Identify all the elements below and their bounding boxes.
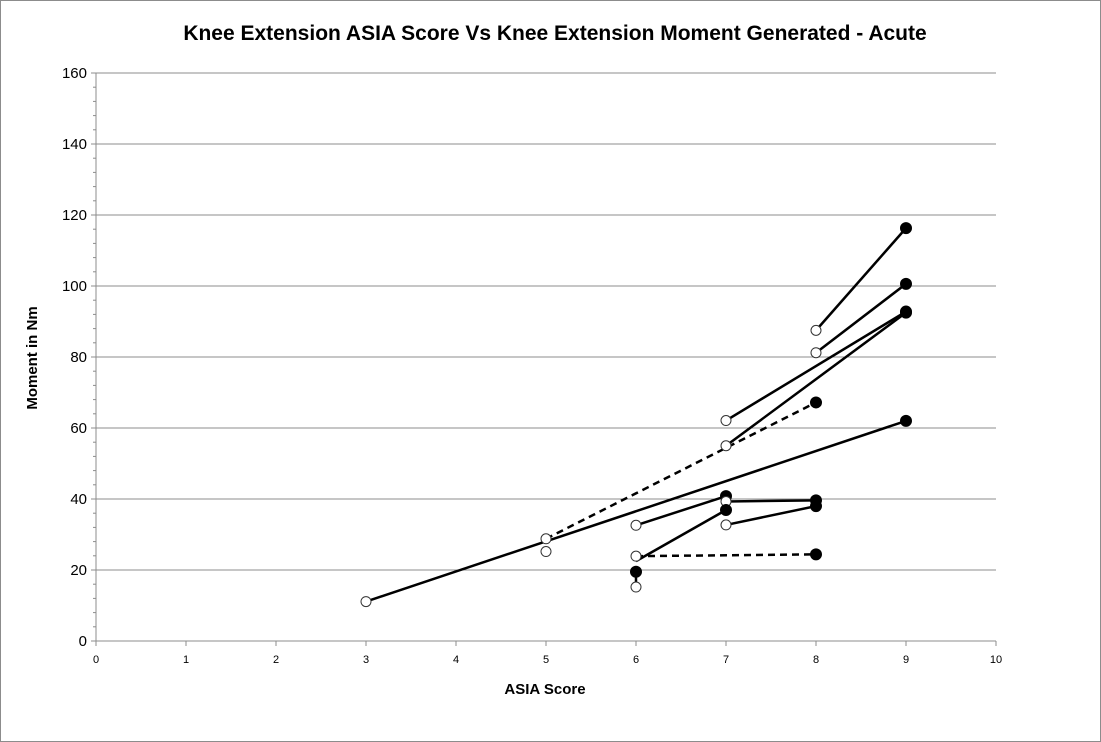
y-tick-label: 140 [62, 136, 87, 153]
data-point-open [810, 324, 822, 336]
data-point-filled [810, 500, 822, 513]
x-tick-label: 6 [633, 654, 639, 666]
x-tick-label: 10 [990, 654, 1002, 666]
series-line [815, 227, 907, 332]
x-tick-label: 4 [453, 654, 459, 666]
y-tick-label: 120 [62, 207, 87, 224]
x-tick-label: 8 [813, 654, 819, 666]
data-point-open [810, 347, 822, 359]
data-point-open [720, 415, 732, 427]
data-point-filled [630, 565, 642, 578]
series-line [725, 310, 907, 422]
y-tick-label: 20 [70, 562, 87, 579]
data-point-open [540, 533, 552, 545]
x-axis-title: ASIA Score [504, 681, 585, 698]
series-line [725, 504, 817, 527]
data-point-filled [810, 548, 822, 561]
series-line [725, 311, 907, 447]
gridlines [96, 72, 996, 571]
x-tick-label: 7 [723, 654, 729, 666]
series-line [725, 499, 817, 503]
y-tick-label: 60 [70, 420, 87, 437]
data-point-open [360, 596, 372, 608]
data-point-open [630, 550, 642, 562]
x-tick-label: 3 [363, 654, 369, 666]
data-point-open [720, 440, 732, 452]
y-tick-label: 100 [62, 278, 87, 295]
y-tick-label: 40 [70, 491, 87, 508]
x-tick-label: 5 [543, 654, 549, 666]
axes [91, 72, 997, 646]
series-line [365, 419, 907, 603]
tick-labels: 0 20 40 60 80 100 120 140 160 0 1 2 3 4 5 6 7 8 9 10 [62, 65, 1002, 666]
series-line [635, 508, 727, 563]
data-point-open [630, 519, 642, 531]
series-line [635, 553, 817, 558]
data-point-filled [900, 277, 912, 290]
y-tick-label: 160 [62, 65, 87, 82]
series-line [815, 282, 907, 354]
chart-title: Knee Extension ASIA Score Vs Knee Extens… [183, 22, 926, 45]
data-point-filled [900, 306, 912, 319]
y-tick-label: 80 [70, 349, 87, 366]
x-tick-label: 2 [273, 654, 279, 666]
data-point-open [630, 581, 642, 593]
x-tick-label: 1 [183, 654, 189, 666]
series-line [635, 494, 727, 527]
data-point-filled [900, 414, 912, 427]
series-markers [360, 222, 912, 608]
data-point-filled [720, 504, 732, 517]
x-tick-label: 0 [93, 654, 99, 666]
y-tick-label: 0 [79, 633, 87, 650]
series-lines [365, 227, 907, 603]
data-point-open [720, 519, 732, 531]
y-axis-title: Moment in Nm [24, 306, 41, 409]
x-tick-label: 9 [903, 654, 909, 666]
data-point-open [540, 546, 552, 558]
series-line [545, 401, 817, 540]
data-point-filled [810, 396, 822, 409]
data-point-filled [900, 222, 912, 235]
